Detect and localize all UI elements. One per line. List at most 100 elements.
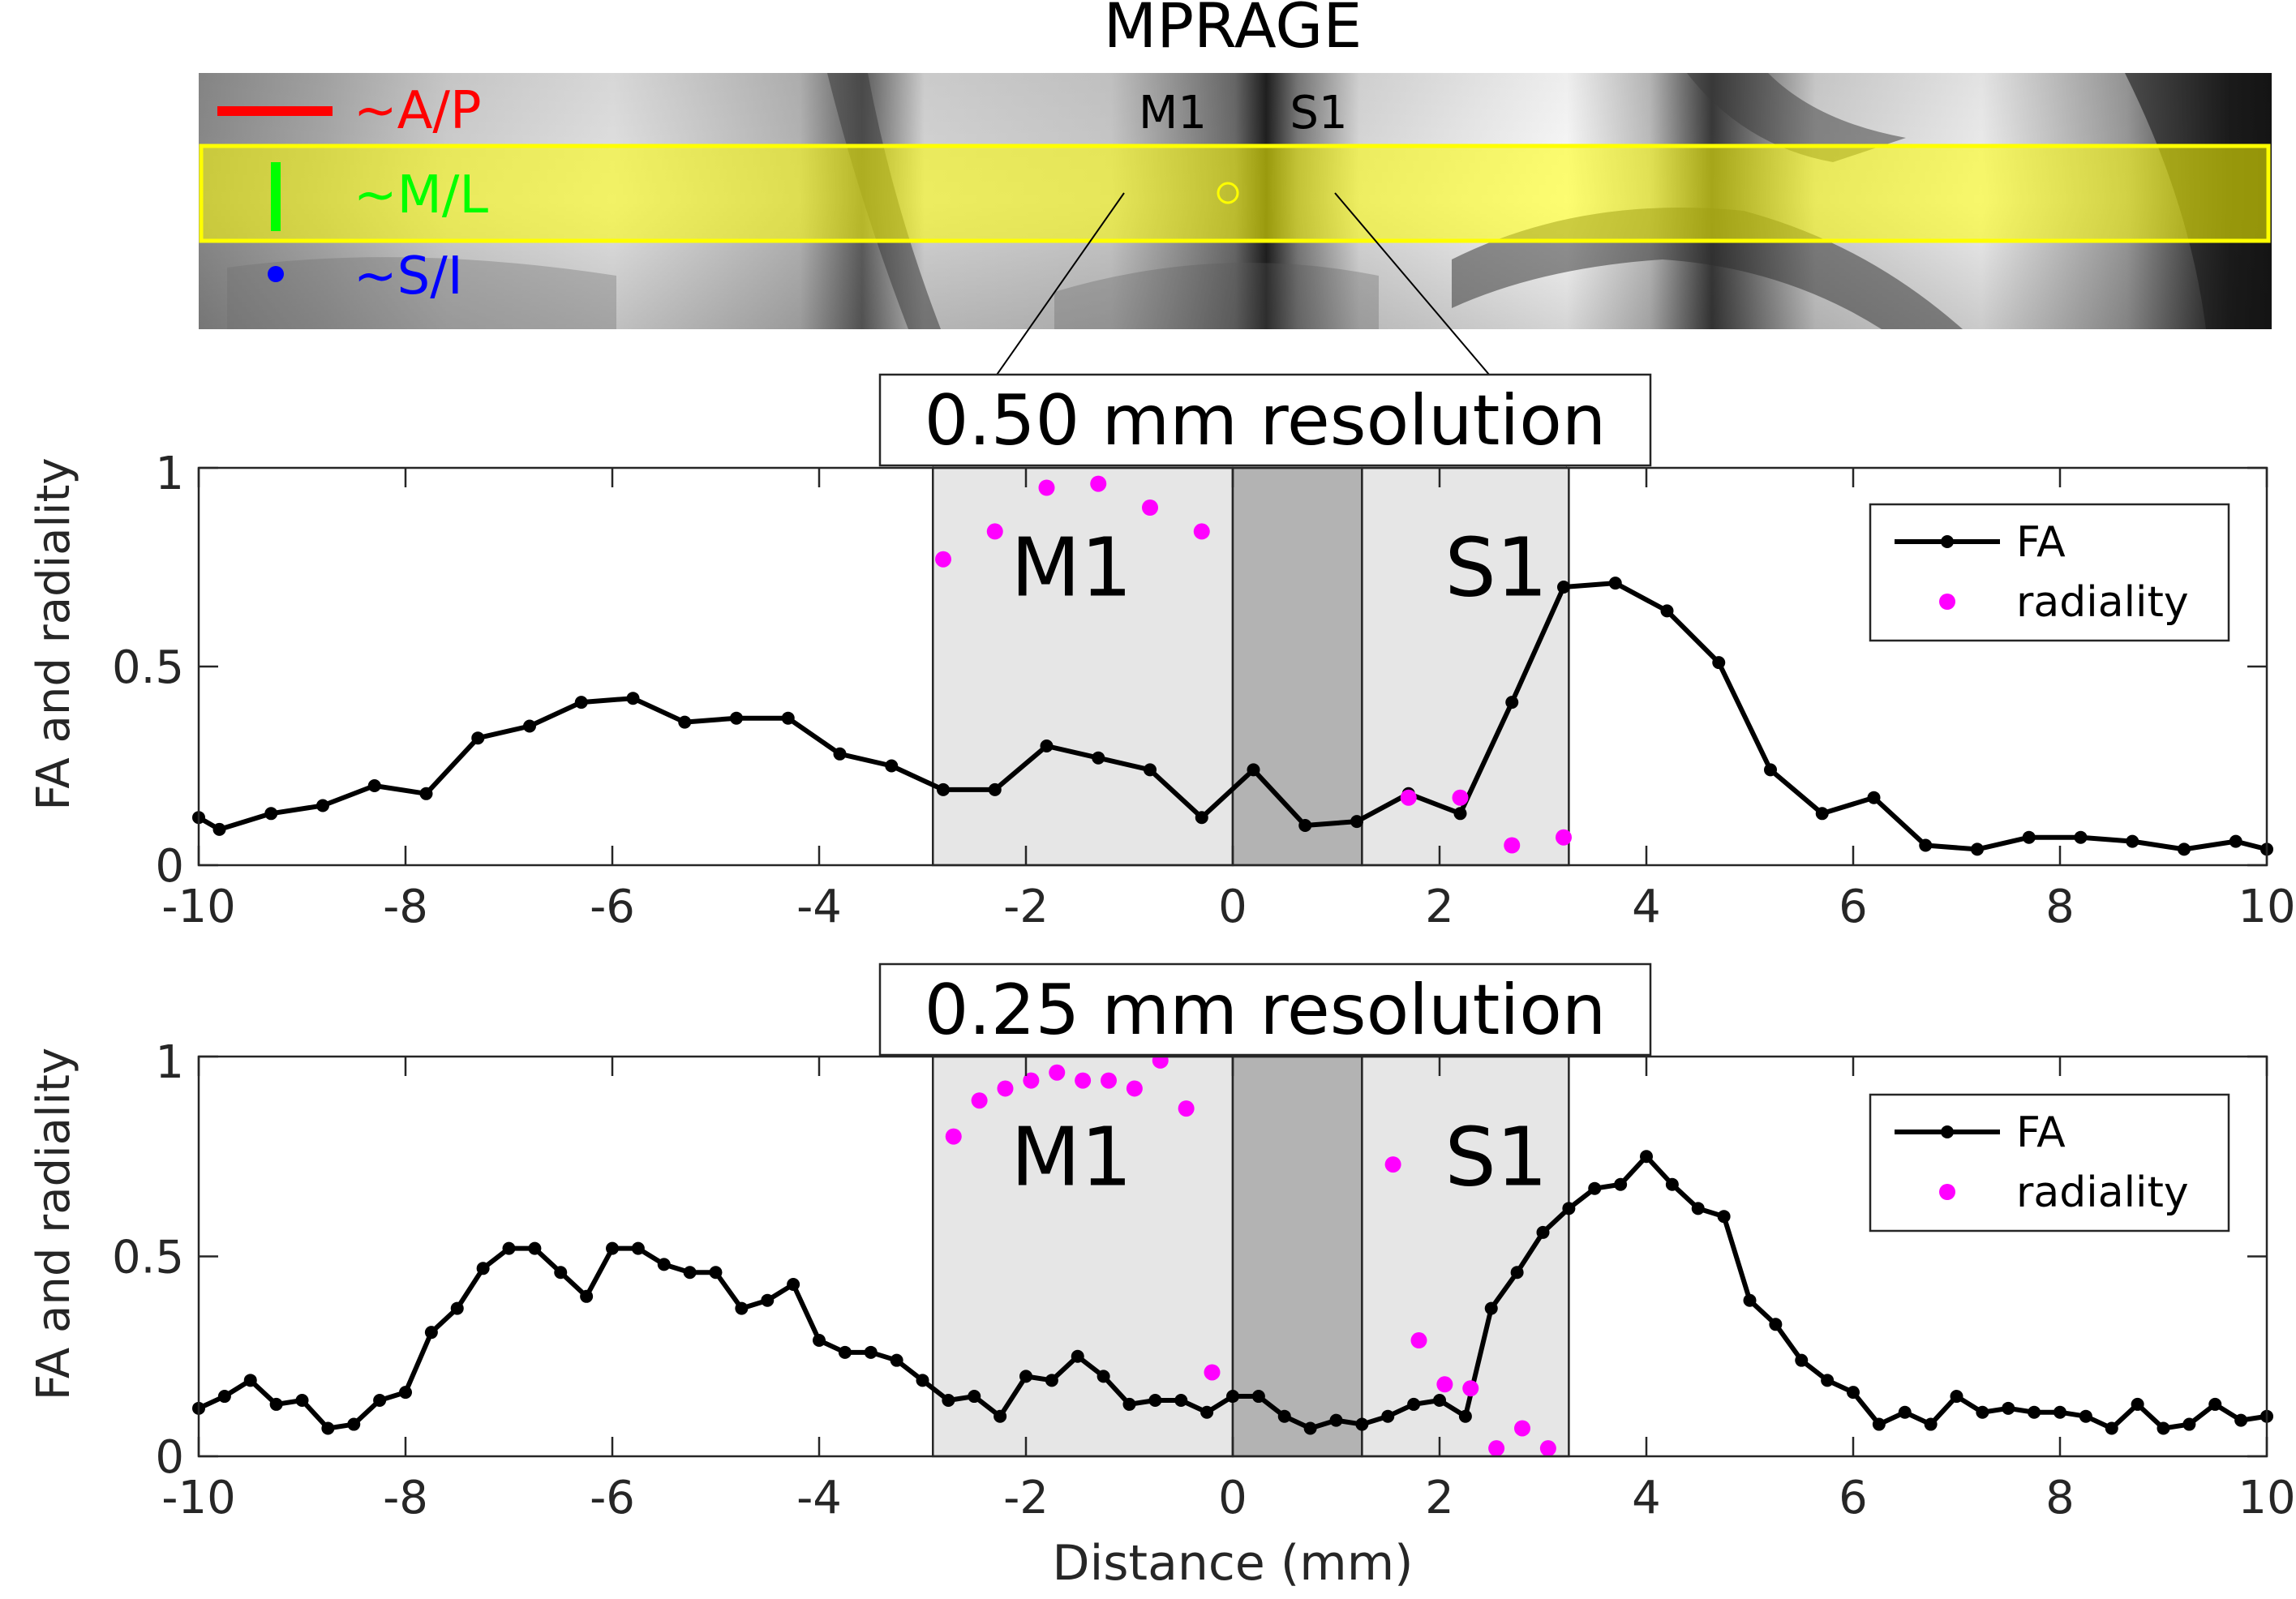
fa-point [1071, 1349, 1084, 1363]
radiality-point [1384, 1156, 1401, 1173]
mprage-title: MPRAGE [1104, 0, 1363, 62]
inset-label-m1: M1 [1139, 87, 1207, 139]
x-tick-label: -6 [590, 881, 635, 933]
x-tick-label: -6 [590, 1472, 635, 1524]
fa-point [574, 696, 588, 709]
radiality-point [986, 523, 1003, 540]
fa-point [269, 1397, 283, 1411]
radiality-point [1556, 829, 1572, 846]
fa-point [2229, 834, 2242, 848]
tick-layer: -10 -8 -6 -4 -2 0 2 4 6 8 10 0 0.5 1 [112, 448, 2296, 933]
fa-point [988, 782, 1002, 796]
chart-title: 0.25 mm resolution [925, 970, 1607, 1051]
region-label-layer: M1 S1 [1011, 521, 1547, 615]
region-sulcus [1231, 1055, 1363, 1458]
fa-point [316, 799, 329, 812]
x-tick-label: 0 [1218, 1472, 1247, 1524]
fa-point [1976, 1405, 1989, 1419]
fa-point [1562, 1202, 1576, 1215]
fa-point [994, 1409, 1007, 1423]
fa-point [1898, 1405, 1912, 1419]
fa-point [1588, 1181, 1602, 1195]
fa-point [885, 759, 899, 773]
fa-point [1510, 1266, 1524, 1280]
fa-point [1795, 1353, 1809, 1367]
legend-fa-marker [1941, 1125, 1954, 1138]
x-tick-label: 6 [1839, 881, 1868, 933]
legend-box [1869, 503, 2230, 642]
fa-point [761, 1293, 775, 1307]
x-tick-label: -2 [1003, 881, 1049, 933]
x-tick-label: 2 [1425, 1472, 1454, 1524]
x-tick-label: 6 [1839, 1472, 1868, 1524]
orientation-label-ml: ~M/L [354, 165, 488, 225]
fa-series-layer [192, 577, 2273, 856]
fa-point [813, 1334, 826, 1348]
fa-point [1433, 1393, 1446, 1407]
radiality-point [1090, 475, 1107, 492]
fa-point [2028, 1405, 2041, 1419]
x-tick-label: 0 [1218, 881, 1247, 933]
fa-point [1924, 1417, 1938, 1431]
fa-point [1226, 1390, 1239, 1404]
fa-point [1872, 1417, 1886, 1431]
fa-point [1867, 791, 1881, 804]
fa-point [2157, 1421, 2170, 1435]
fa-point [502, 1241, 516, 1255]
fa-point [1971, 842, 1984, 856]
fa-point [2208, 1397, 2222, 1411]
chart-title-box: 0.50 mm resolution [878, 373, 1652, 467]
tick-layer: -10 -8 -6 -4 -2 0 2 4 6 8 10 0 0.5 1 [112, 1036, 2296, 1524]
fa-point [554, 1266, 568, 1280]
fa-point [1691, 1202, 1705, 1215]
x-tick-label: -4 [796, 1472, 842, 1524]
fa-point [968, 1390, 981, 1404]
fa-point [1277, 1409, 1291, 1423]
x-tick-label: -4 [796, 881, 842, 933]
fa-point [626, 692, 640, 705]
fa-point [1200, 1405, 1214, 1419]
fa-point [730, 711, 743, 725]
fa-point [709, 1266, 723, 1280]
y-axis-label: FA and radiality [28, 1048, 80, 1400]
fa-point [1821, 1374, 1835, 1387]
legend-label-fa: FA [2016, 518, 2066, 567]
fa-point [781, 711, 795, 725]
fa-point [1298, 819, 1312, 832]
fa-point [528, 1241, 542, 1255]
fa-point [1092, 751, 1105, 765]
fa-point [424, 1326, 438, 1340]
fa-point [1144, 763, 1157, 777]
x-tick-label: 2 [1425, 881, 1454, 933]
fa-point [2054, 1405, 2066, 1419]
fa-point [2182, 1417, 2196, 1431]
radiality-point [1204, 1364, 1221, 1381]
x-tick-label: 10 [2238, 881, 2295, 933]
x-tick-label: -8 [383, 1472, 428, 1524]
fa-point [1350, 815, 1363, 829]
fa-point [1660, 604, 1674, 618]
fa-point [367, 779, 381, 792]
fa-point [450, 1301, 464, 1315]
orientation-label-ap: ~A/P [354, 81, 482, 141]
radiality-point [1400, 789, 1417, 806]
fa-point [1484, 1301, 1498, 1315]
center-marker [1217, 182, 1239, 204]
chart-legend: FA radiality [1869, 503, 2230, 642]
legend-label-radiality: radiality [2016, 1168, 2189, 1217]
fa-point [1247, 763, 1260, 777]
radiality-series-layer [935, 475, 1572, 854]
fa-point [1122, 1397, 1136, 1411]
fa-point [1097, 1370, 1110, 1383]
fa-point [735, 1301, 749, 1315]
fa-point [243, 1374, 257, 1387]
radiality-point [1193, 523, 1210, 540]
legend-box [1869, 1093, 2230, 1232]
fa-point [2079, 1409, 2092, 1423]
fa-point [1815, 807, 1829, 821]
fa-point [1717, 1210, 1731, 1224]
y-tick-label: 1 [155, 448, 184, 500]
fa-point [1919, 838, 1933, 852]
si-dot-icon [268, 266, 284, 282]
